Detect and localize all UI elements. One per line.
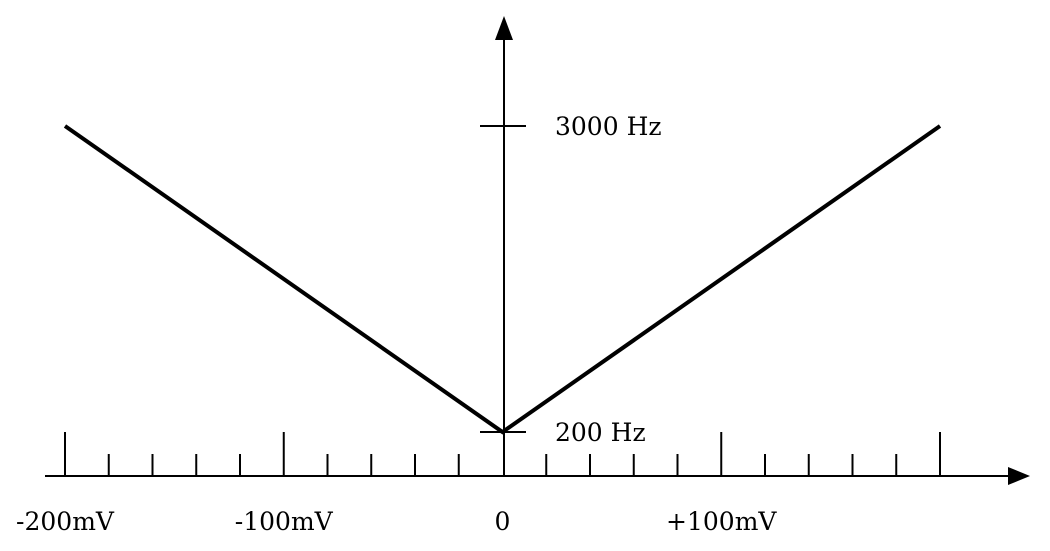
- x-axis-arrow: [1008, 467, 1030, 485]
- x-tick-label: -100mV: [235, 507, 334, 536]
- line: [63, 124, 942, 435]
- x-tick-label: 0: [495, 507, 511, 536]
- y-axis-arrow: [495, 16, 513, 40]
- x-tick-label: -200mV: [16, 507, 115, 536]
- y-tick-label: 3000 Hz: [555, 112, 662, 141]
- y-tick-label: 200 Hz: [555, 418, 646, 447]
- x-tick-label: +100mV: [666, 507, 777, 536]
